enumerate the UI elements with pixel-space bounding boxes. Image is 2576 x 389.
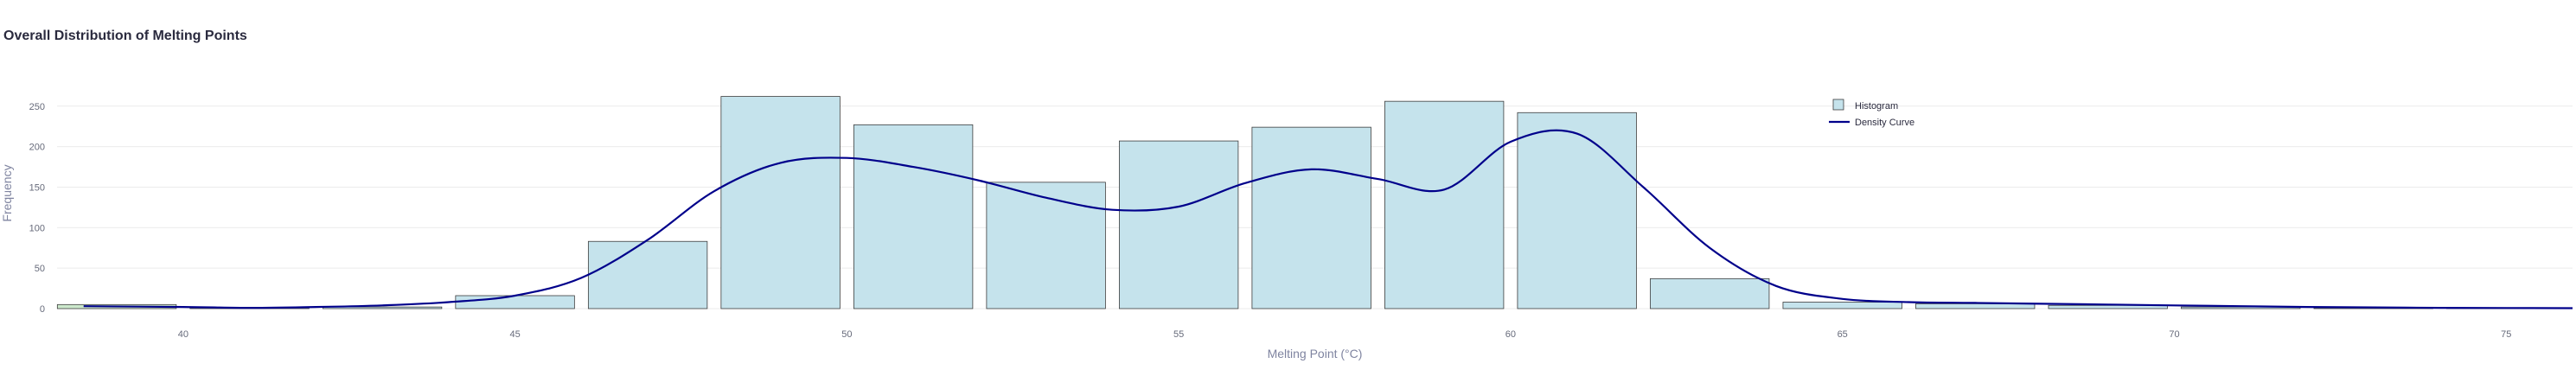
histogram-bar [455, 295, 575, 309]
histogram-bar [1650, 277, 1770, 309]
histogram-bar [1384, 100, 1505, 309]
legend-label: Histogram [1855, 101, 1898, 112]
histogram-bar [1517, 112, 1637, 309]
histogram-bar [1251, 126, 1371, 309]
y-tick-label-100: 100 [29, 223, 45, 233]
x-tick-label-40: 40 [178, 329, 189, 340]
histogram-bar [986, 182, 1106, 309]
histogram-bar [720, 96, 841, 309]
legend-label: Density Curve [1855, 118, 1914, 128]
legend: Histogram Density Curve [1829, 99, 1914, 128]
y-axis-title: Frequency [0, 164, 14, 221]
x-tick-label-75: 75 [2501, 329, 2511, 340]
histogram-bar [1782, 302, 1902, 309]
histogram-bar [1118, 140, 1239, 309]
x-tick-labels: 40 45 50 55 60 65 70 75 [178, 329, 2512, 340]
x-tick-label-60: 60 [1505, 329, 1516, 340]
density-curve-layer [83, 129, 2573, 309]
y-tick-label-250: 250 [29, 102, 45, 112]
x-tick-label-55: 55 [1173, 329, 1184, 340]
y-tick-label-50: 50 [35, 264, 45, 274]
y-tick-label-200: 200 [29, 143, 45, 153]
histogram-bars [56, 96, 2566, 309]
x-tick-label-50: 50 [841, 329, 852, 340]
y-tick-labels: 0 50 100 150 200 250 [29, 102, 45, 315]
x-tick-label-70: 70 [2169, 329, 2179, 340]
x-tick-label-65: 65 [1838, 329, 1848, 340]
x-tick-label-45: 45 [509, 329, 520, 340]
density-curve [83, 129, 2573, 309]
histogram-bar [1915, 303, 2036, 309]
histogram-bar [587, 240, 708, 309]
histogram-bar [853, 124, 974, 309]
legend-swatch-histogram [1832, 99, 1844, 111]
y-tick-label-0: 0 [40, 304, 45, 315]
chart-title: Overall Distribution of Melting Points [3, 29, 247, 43]
y-tick-label-150: 150 [29, 182, 45, 193]
x-axis-title: Melting Point (°C) [1268, 347, 1363, 360]
